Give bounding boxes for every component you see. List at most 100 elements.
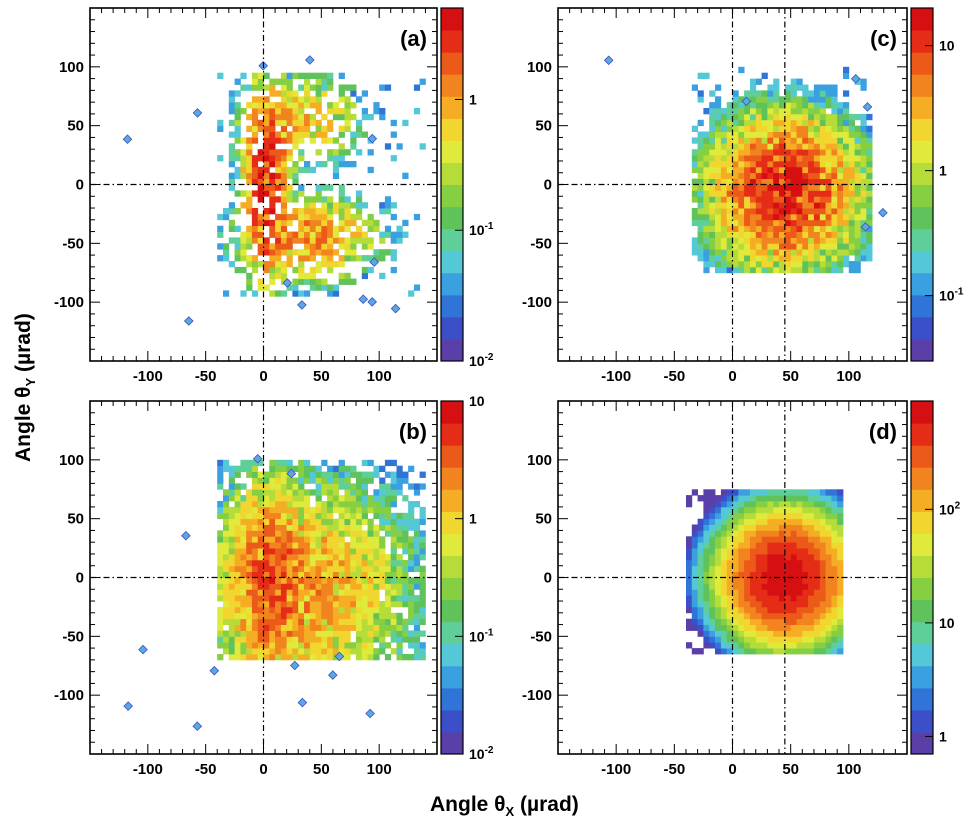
heatmap-cell [246, 102, 253, 109]
heatmap-cell [784, 542, 792, 549]
heatmap-cell [831, 501, 838, 508]
heatmap-cell [790, 155, 797, 162]
heatmap-cell [315, 243, 322, 250]
heatmap-cell [356, 571, 363, 578]
heatmap-cell [697, 184, 704, 191]
heatmap-cell [234, 266, 241, 274]
heatmap-cell [396, 143, 403, 150]
heatmap-cell [234, 155, 241, 162]
heatmap-cell [223, 648, 230, 655]
heatmap-cell [384, 249, 392, 256]
colorbar-tick-label: 10-1 [469, 221, 494, 238]
heatmap-cell [269, 155, 276, 162]
heatmap-cell [280, 208, 288, 215]
heatmap-cell [402, 512, 409, 520]
heatmap-cell [217, 636, 224, 643]
heatmap-cell [703, 208, 710, 215]
heatmap-cell [837, 601, 844, 608]
heatmap-cell [726, 172, 733, 179]
heatmap-cell [246, 137, 253, 144]
heatmap-cell [338, 577, 345, 584]
heatmap-cell [275, 471, 282, 478]
heatmap-cell [217, 571, 224, 578]
heatmap-cell [298, 131, 305, 138]
heatmap-cell [819, 554, 826, 561]
heatmap-cell [744, 149, 751, 156]
heatmap-cell [286, 506, 293, 514]
heatmap-cell [315, 589, 322, 596]
heatmap-cell [738, 190, 745, 197]
heatmap-cell [298, 155, 305, 162]
heatmap-cell [384, 231, 392, 238]
heatmap-cell [251, 255, 259, 262]
heatmap-cell [686, 583, 693, 590]
heatmap-cell [720, 149, 728, 156]
heatmap-cell [269, 471, 276, 478]
heatmap-cell [373, 636, 380, 643]
heatmap-cell [280, 465, 288, 472]
heatmap-cell [837, 243, 844, 250]
heatmap-cell [280, 261, 288, 268]
heatmap-cell [217, 583, 224, 590]
heatmap-cell [309, 84, 316, 91]
colorbar-segment [911, 599, 933, 623]
heatmap-cell [332, 501, 340, 508]
colorbar-tick-label: 10 [469, 393, 485, 409]
heatmap-cell [779, 161, 786, 168]
heatmap-cell [773, 161, 780, 168]
heatmap-cell [280, 612, 288, 620]
heatmap-cell [269, 272, 276, 280]
heatmap-cell [356, 213, 363, 221]
heatmap-cell [379, 465, 386, 472]
heatmap-cell [866, 243, 873, 250]
heatmap-cell [298, 548, 305, 555]
heatmap-cell [819, 243, 826, 250]
heatmap-cell [332, 231, 340, 238]
heatmap-cell [251, 119, 259, 127]
heatmap-cell [234, 102, 241, 109]
heatmap-cell [257, 548, 264, 555]
heatmap-cell [813, 495, 821, 502]
heatmap-cell [691, 530, 698, 537]
heatmap-cell [715, 595, 722, 602]
heatmap-cell [813, 506, 821, 514]
heatmap-cell [234, 577, 241, 584]
heatmap-cell [720, 577, 728, 584]
heatmap-cell [773, 202, 780, 209]
heatmap-cell [767, 524, 774, 531]
heatmap-cell [356, 606, 363, 614]
heatmap-cell [292, 512, 299, 520]
heatmap-cell [315, 536, 322, 543]
heatmap-cell [344, 125, 351, 132]
heatmap-cell [720, 125, 728, 132]
heatmap-cell [246, 261, 253, 268]
x-axis-title: Angle θX (µrad) [430, 793, 579, 819]
heatmap-cell [802, 595, 809, 602]
heatmap-cell [338, 636, 345, 643]
heatmap-cell [831, 172, 838, 179]
heatmap-cell [726, 648, 733, 655]
heatmap-cell [744, 571, 751, 578]
heatmap-cell [246, 501, 253, 508]
heatmap-cell [773, 90, 780, 97]
heatmap-cell [732, 606, 739, 614]
heatmap-cell [825, 166, 832, 174]
colorbar-tick-label: 10-1 [469, 627, 494, 644]
heatmap-cell [808, 113, 815, 121]
heatmap-cell [223, 554, 230, 561]
heatmap-cell [367, 618, 374, 625]
heatmap-cell [269, 225, 276, 232]
colorbar-segment [441, 621, 463, 645]
heatmap-cell [332, 290, 340, 297]
heatmap-cell [234, 518, 241, 525]
heatmap-cell [246, 583, 253, 590]
heatmap-cell [720, 648, 728, 655]
heatmap-cell [755, 219, 762, 227]
heatmap-cell [709, 559, 716, 567]
heatmap-cell [790, 601, 797, 608]
heatmap-cell [298, 149, 305, 156]
heatmap-cell [304, 530, 311, 537]
heatmap-cell [761, 571, 768, 578]
heatmap-cell [321, 90, 328, 97]
